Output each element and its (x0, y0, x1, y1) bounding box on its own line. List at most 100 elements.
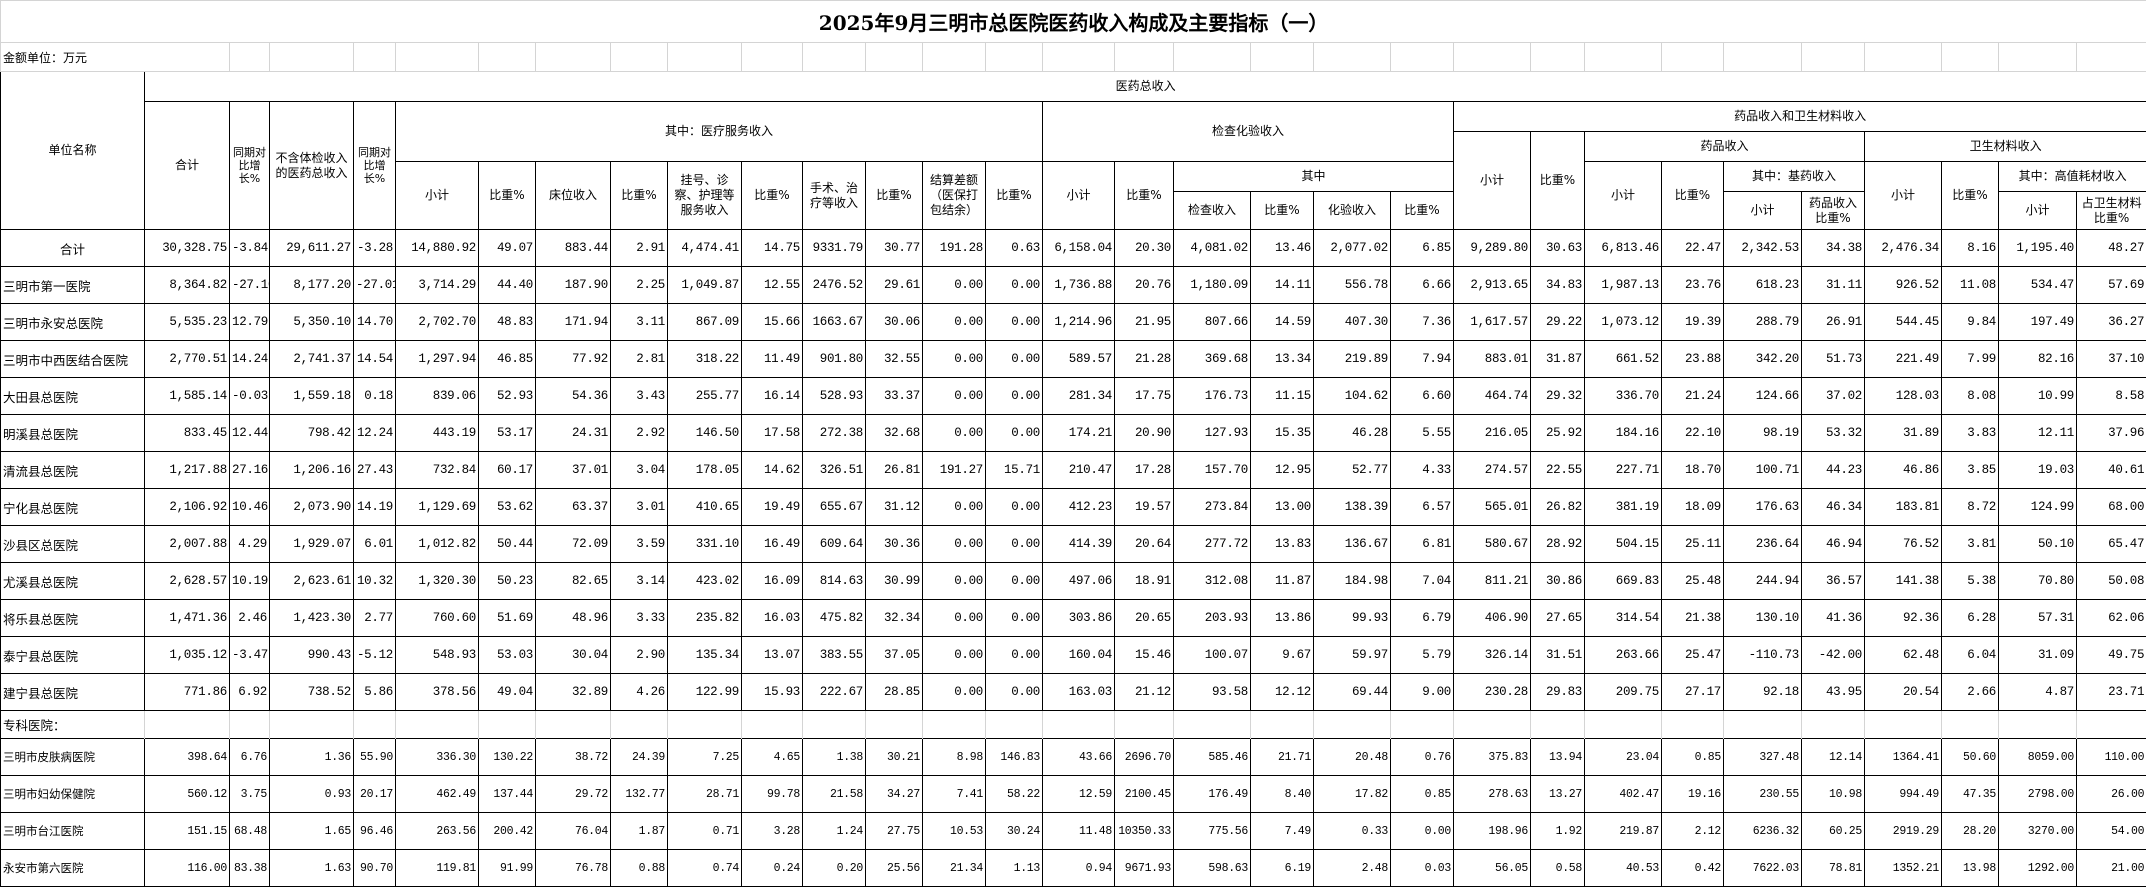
value-cell: 443.19 (395, 414, 479, 452)
value-cell: 17.28 (1114, 451, 1174, 489)
value-cell: 12.55 (741, 266, 803, 304)
value-cell: 99.93 (1313, 599, 1391, 637)
header-settlement: 结算差额（医保打包结余） (922, 161, 986, 230)
value-cell: 20.76 (1114, 266, 1174, 304)
value-cell: 22.10 (1661, 414, 1724, 452)
value-cell: 565.01 (1453, 488, 1531, 526)
header-excl-checkup: 不含体检收入的医药总收入 (269, 101, 354, 230)
value-cell: 23.88 (1661, 340, 1724, 378)
value-cell: 244.94 (1723, 562, 1802, 600)
value-cell: 30.77 (865, 229, 923, 267)
value-cell: 2,702.70 (395, 303, 479, 341)
value-cell: 0.03 (1390, 849, 1454, 887)
value-cell: 585.46 (1173, 738, 1251, 776)
value-cell: -3.47 (229, 636, 270, 674)
value-cell: -110.73 (1723, 636, 1802, 674)
value-cell: 30.36 (865, 525, 923, 563)
value-cell: 0.63 (985, 229, 1043, 267)
value-cell: 2,628.57 (144, 562, 230, 600)
header-exam-lab: 检查化验收入 (1042, 101, 1454, 162)
section-row: 专科医院： (0, 710, 2146, 739)
value-cell: 807.66 (1173, 303, 1251, 341)
value-cell: 833.45 (144, 414, 230, 452)
value-cell: 21.34 (922, 849, 986, 887)
value-cell: 2919.29 (1864, 812, 1942, 850)
value-cell: 26.82 (1530, 488, 1585, 526)
value-cell: 13.27 (1530, 775, 1585, 813)
value-cell: 116.00 (144, 849, 230, 887)
value-cell: 1,012.82 (395, 525, 479, 563)
value-cell: 40.61 (2075, 451, 2146, 489)
header-surgery: 手术、治疗等收入 (802, 161, 866, 230)
value-cell: 227.71 (1584, 451, 1662, 489)
table-row: 三明市永安总医院 5,535.23 12.79 5,350.10 14.70 2,702.… (0, 303, 2146, 341)
value-cell: 163.03 (1042, 673, 1115, 711)
value-cell: 198.96 (1453, 812, 1531, 850)
value-cell: 171.94 (535, 303, 611, 341)
value-cell: 3.85 (1941, 451, 1999, 489)
value-cell: -42.00 (1801, 636, 1865, 674)
value-cell: 23.71 (2075, 673, 2146, 711)
value-cell: 378.56 (395, 673, 479, 711)
value-cell: 37.10 (2075, 340, 2146, 378)
value-cell: 124.99 (1998, 488, 2077, 526)
value-cell: 72.09 (535, 525, 611, 563)
value-cell: 2.81 (610, 340, 668, 378)
header-exam-income: 检查收入 (1173, 191, 1251, 230)
header-exam-of-which: 其中 (1173, 161, 1454, 192)
value-cell: 21.12 (1114, 673, 1174, 711)
value-cell: 9671.93 (1114, 849, 1174, 887)
unit-label: 金额单位：万元 (0, 42, 230, 72)
value-cell: 2.12 (1661, 812, 1724, 850)
value-cell: 203.93 (1173, 599, 1251, 637)
value-cell: 327.48 (1723, 738, 1802, 776)
value-cell: 0.00 (985, 599, 1043, 637)
value-cell: 6.19 (1250, 849, 1314, 887)
value-cell: 52.93 (478, 377, 536, 415)
value-cell: 219.89 (1313, 340, 1391, 378)
value-cell: 661.52 (1584, 340, 1662, 378)
value-cell: 0.00 (922, 599, 986, 637)
value-cell: 174.21 (1042, 414, 1115, 452)
value-cell: 8,364.82 (144, 266, 230, 304)
value-cell: 216.05 (1453, 414, 1531, 452)
value-cell: 272.38 (802, 414, 866, 452)
specialty-section: 专科医院： (0, 710, 2146, 739)
header-total-income: 医药总收入 (143, 71, 2146, 102)
value-cell: 58.22 (985, 775, 1043, 813)
value-cell: 580.67 (1453, 525, 1531, 563)
value-cell: 6,813.46 (1584, 229, 1662, 267)
value-cell: 2.46 (229, 599, 270, 637)
value-cell: 811.21 (1453, 562, 1531, 600)
header-material-subtotal: 小计 (1864, 161, 1942, 230)
value-cell: 13.07 (741, 636, 803, 674)
header-bed-ratio: 比重% (610, 161, 668, 230)
value-cell: 27.16 (229, 451, 270, 489)
value-cell: 12.14 (1801, 738, 1865, 776)
value-cell: 0.00 (922, 562, 986, 600)
value-cell: 53.17 (478, 414, 536, 452)
value-cell: 13.00 (1250, 488, 1314, 526)
unit-name-cell: 三明市皮肤病医院 (0, 738, 145, 776)
value-cell: 342.20 (1723, 340, 1802, 378)
value-cell: 14.75 (741, 229, 803, 267)
value-cell: 398.64 (144, 738, 230, 776)
value-cell: 263.56 (395, 812, 479, 850)
value-cell: 2,741.37 (269, 340, 354, 378)
table-row: 三明市皮肤病医院 398.64 6.76 1.36 55.90 336.30 130.22 3… (0, 738, 2146, 776)
value-cell: 24.39 (610, 738, 668, 776)
main-rows: 合计 30,328.75 -3.84 29,611.27 -3.28 14,880.92 4… (0, 229, 2146, 711)
value-cell: 2.91 (610, 229, 668, 267)
value-cell: 21.28 (1114, 340, 1174, 378)
value-cell: 23.76 (1661, 266, 1724, 304)
value-cell: 5.79 (1390, 636, 1454, 674)
value-cell: 60.17 (478, 451, 536, 489)
value-cell: 136.67 (1313, 525, 1391, 563)
value-cell: 0.00 (985, 488, 1043, 526)
value-cell: 318.22 (667, 340, 742, 378)
value-cell: 47.35 (1941, 775, 1999, 813)
value-cell: 1,217.88 (144, 451, 230, 489)
header-lab-income: 化验收入 (1313, 191, 1391, 230)
value-cell: 30.99 (865, 562, 923, 600)
value-cell: 68.48 (229, 812, 270, 850)
